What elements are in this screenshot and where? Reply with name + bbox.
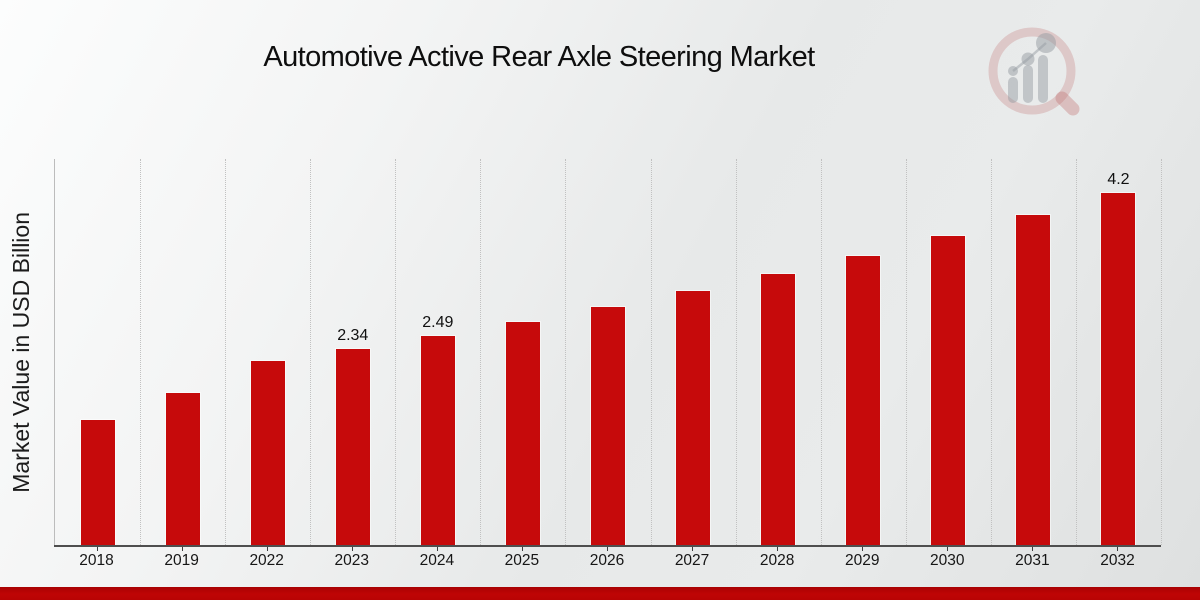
bar-2025 (505, 321, 540, 545)
gridline (565, 159, 567, 545)
x-axis-line (54, 545, 1161, 547)
x-axis-tick (436, 547, 438, 551)
x-tick-label-2031: 2031 (1015, 552, 1050, 569)
bar-2028 (761, 273, 796, 545)
bar-value-label-2023: 2.34 (337, 326, 369, 344)
x-axis-tick (607, 547, 608, 551)
gridline (480, 159, 482, 545)
gridline (820, 159, 822, 545)
x-tick-label-2026: 2026 (589, 552, 625, 569)
x-axis-tick (1117, 547, 1119, 551)
x-tick-label-2027: 2027 (674, 552, 710, 569)
bar-2023 (335, 348, 370, 545)
x-axis-tick (1032, 547, 1034, 551)
bar-2026 (591, 306, 625, 545)
bar-2018 (80, 419, 115, 545)
x-tick-label-2028: 2028 (759, 552, 795, 569)
y-axis-title: Market Value in USD Billion (4, 159, 38, 546)
bar-2031 (1016, 215, 1051, 545)
gridline (990, 159, 992, 545)
magnifier-chart-logo-icon (988, 27, 1080, 116)
x-axis-tick (266, 547, 268, 551)
gridline (1161, 159, 1162, 545)
bar-2024 (420, 336, 455, 545)
x-tick-label-2025: 2025 (504, 552, 540, 569)
bar-2027 (676, 290, 711, 545)
bar-2030 (931, 236, 966, 545)
bar-value-label-2024: 2.49 (422, 314, 454, 332)
x-axis-tick (692, 547, 694, 551)
gridline (225, 159, 227, 545)
bar-2032 (1101, 192, 1136, 545)
gridline (650, 159, 652, 545)
x-tick-label-2030: 2030 (930, 552, 965, 569)
gridline (140, 159, 142, 545)
gridline (310, 159, 312, 545)
x-tick-label-2019: 2019 (164, 552, 199, 569)
footer-ribbon (0, 587, 1200, 600)
gridline (905, 159, 907, 545)
bar-2029 (846, 255, 881, 545)
bar-value-label-2032: 4.2 (1107, 170, 1130, 188)
x-axis-tick (777, 547, 779, 551)
x-tick-label-2023: 2023 (334, 552, 369, 569)
x-axis-tick (521, 547, 523, 551)
x-axis-tick (862, 547, 864, 551)
x-tick-label-2024: 2024 (419, 552, 455, 569)
gridline (1075, 159, 1077, 545)
bar-2022 (250, 361, 285, 545)
y-axis-title-text: Market Value in USD Billion (7, 212, 34, 493)
gridline (395, 159, 397, 545)
x-tick-label-2018: 2018 (79, 552, 114, 569)
x-axis-tick (96, 547, 98, 551)
x-tick-label-2022: 2022 (249, 552, 284, 569)
x-axis-tick (947, 547, 949, 551)
x-axis-tick (351, 547, 353, 551)
gridline (735, 159, 737, 545)
x-tick-label-2032: 2032 (1100, 552, 1135, 569)
x-tick-label-2029: 2029 (844, 552, 880, 569)
chart-title: Automotive Active Rear Axle Steering Mar… (263, 41, 815, 73)
x-axis-tick (181, 547, 183, 551)
chart-plot-area: 2.34 2.49 4.2 (54, 159, 1162, 545)
bar-2019 (165, 393, 200, 545)
